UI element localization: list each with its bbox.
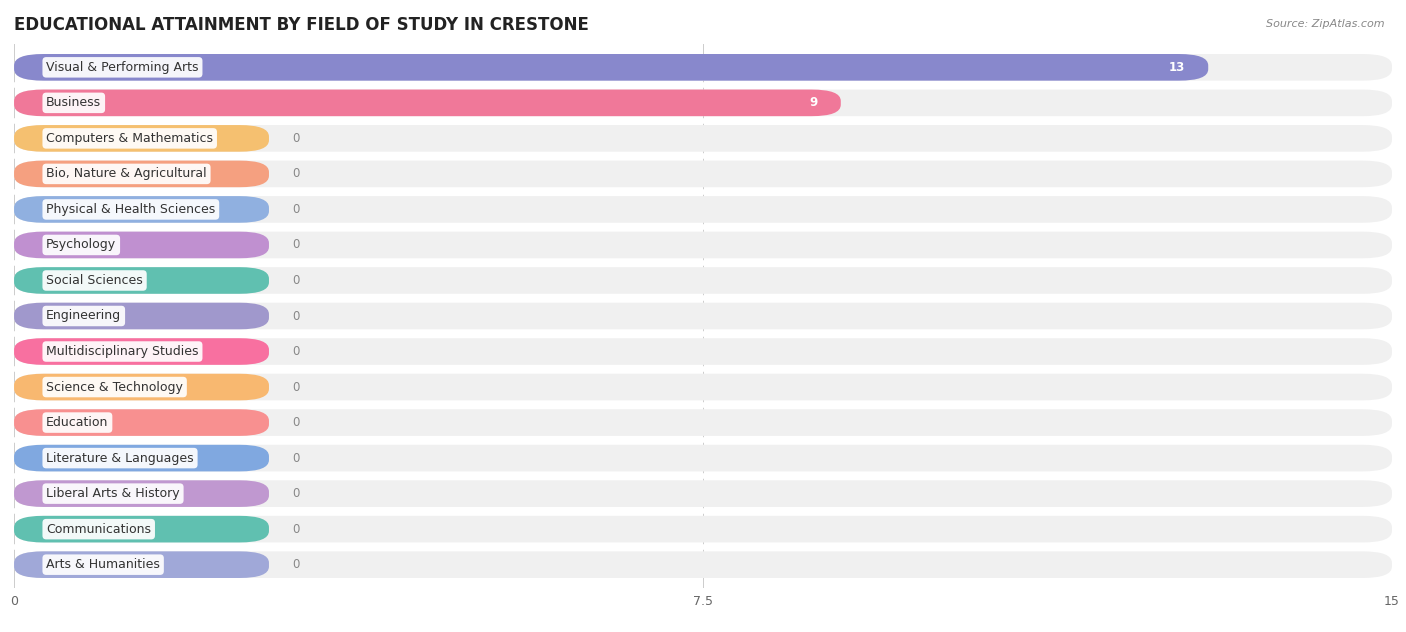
FancyBboxPatch shape [14, 303, 1392, 329]
FancyBboxPatch shape [14, 54, 1392, 81]
FancyBboxPatch shape [14, 90, 1392, 116]
FancyBboxPatch shape [14, 338, 269, 365]
Text: Liberal Arts & History: Liberal Arts & History [46, 487, 180, 500]
Text: Education: Education [46, 416, 108, 429]
Text: 0: 0 [292, 487, 299, 500]
Text: Communications: Communications [46, 523, 152, 536]
FancyBboxPatch shape [14, 480, 1392, 507]
FancyBboxPatch shape [14, 516, 1392, 542]
Text: 0: 0 [292, 238, 299, 252]
Text: Bio, Nature & Agricultural: Bio, Nature & Agricultural [46, 167, 207, 180]
FancyBboxPatch shape [14, 125, 269, 152]
FancyBboxPatch shape [14, 374, 269, 400]
FancyBboxPatch shape [14, 551, 1392, 578]
Text: Engineering: Engineering [46, 310, 121, 322]
Text: Business: Business [46, 96, 101, 109]
FancyBboxPatch shape [14, 551, 269, 578]
Text: 13: 13 [1168, 61, 1185, 74]
FancyBboxPatch shape [14, 161, 1392, 187]
FancyBboxPatch shape [14, 125, 1392, 152]
Text: Social Sciences: Social Sciences [46, 274, 143, 287]
FancyBboxPatch shape [14, 54, 1208, 81]
Text: Source: ZipAtlas.com: Source: ZipAtlas.com [1267, 19, 1385, 29]
FancyBboxPatch shape [14, 267, 269, 294]
Text: 0: 0 [292, 132, 299, 145]
FancyBboxPatch shape [14, 410, 1392, 436]
FancyBboxPatch shape [14, 516, 269, 542]
FancyBboxPatch shape [14, 196, 269, 222]
Text: Literature & Languages: Literature & Languages [46, 452, 194, 465]
Text: 0: 0 [292, 380, 299, 394]
Text: Arts & Humanities: Arts & Humanities [46, 558, 160, 571]
Text: EDUCATIONAL ATTAINMENT BY FIELD OF STUDY IN CRESTONE: EDUCATIONAL ATTAINMENT BY FIELD OF STUDY… [14, 16, 589, 34]
FancyBboxPatch shape [14, 338, 1392, 365]
Text: Physical & Health Sciences: Physical & Health Sciences [46, 203, 215, 216]
Text: Psychology: Psychology [46, 238, 117, 252]
Text: 0: 0 [292, 167, 299, 180]
FancyBboxPatch shape [14, 445, 1392, 471]
FancyBboxPatch shape [14, 480, 269, 507]
FancyBboxPatch shape [14, 90, 841, 116]
FancyBboxPatch shape [14, 374, 1392, 400]
FancyBboxPatch shape [14, 303, 269, 329]
FancyBboxPatch shape [14, 232, 1392, 258]
FancyBboxPatch shape [14, 267, 1392, 294]
FancyBboxPatch shape [14, 445, 269, 471]
Text: 9: 9 [810, 96, 818, 109]
Text: 0: 0 [292, 274, 299, 287]
Text: Science & Technology: Science & Technology [46, 380, 183, 394]
Text: 0: 0 [292, 523, 299, 536]
FancyBboxPatch shape [14, 161, 269, 187]
Text: 0: 0 [292, 558, 299, 571]
Text: 0: 0 [292, 203, 299, 216]
Text: Visual & Performing Arts: Visual & Performing Arts [46, 61, 198, 74]
Text: 0: 0 [292, 345, 299, 358]
Text: Multidisciplinary Studies: Multidisciplinary Studies [46, 345, 198, 358]
FancyBboxPatch shape [14, 232, 269, 258]
Text: 0: 0 [292, 310, 299, 322]
FancyBboxPatch shape [14, 410, 269, 436]
FancyBboxPatch shape [14, 196, 1392, 222]
Text: 0: 0 [292, 452, 299, 465]
Text: 0: 0 [292, 416, 299, 429]
Text: Computers & Mathematics: Computers & Mathematics [46, 132, 214, 145]
